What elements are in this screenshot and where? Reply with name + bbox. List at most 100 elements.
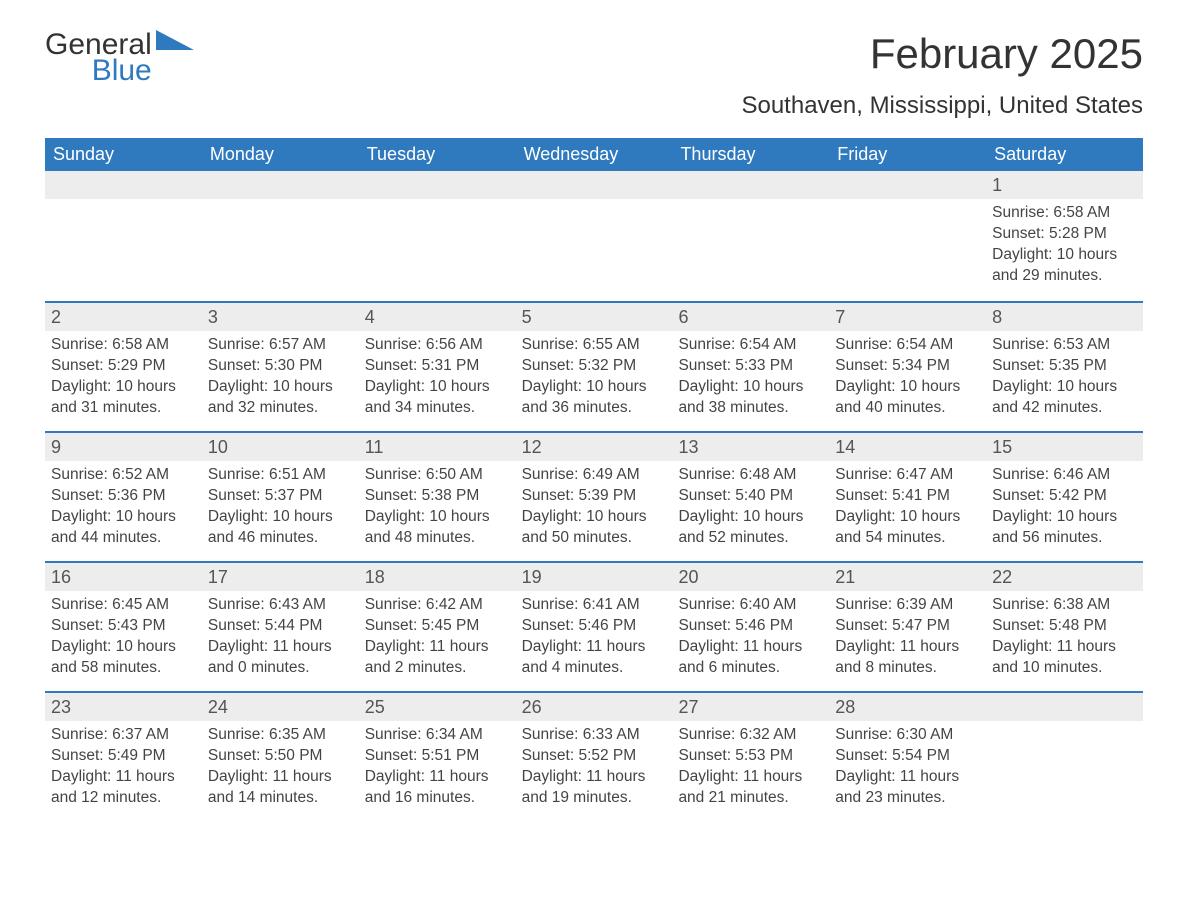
daylight-line-1: Daylight: 10 hours <box>365 377 510 398</box>
daylight-line-1: Daylight: 10 hours <box>51 377 196 398</box>
day-number: 16 <box>45 563 202 591</box>
day-number: 27 <box>672 693 829 721</box>
sunrise-line: Sunrise: 6:32 AM <box>678 725 823 746</box>
daylight-line-2: and 23 minutes. <box>835 788 980 809</box>
weekday-header-row: SundayMondayTuesdayWednesdayThursdayFrid… <box>45 138 1143 171</box>
sunrise-line: Sunrise: 6:51 AM <box>208 465 353 486</box>
daylight-line-2: and 56 minutes. <box>992 528 1137 549</box>
weekday-header: Saturday <box>986 138 1143 171</box>
sunrise-line: Sunrise: 6:56 AM <box>365 335 510 356</box>
day-cell: 27Sunrise: 6:32 AMSunset: 5:53 PMDayligh… <box>672 693 829 821</box>
sunrise-line: Sunrise: 6:38 AM <box>992 595 1137 616</box>
sunset-line: Sunset: 5:29 PM <box>51 356 196 377</box>
daylight-line-2: and 31 minutes. <box>51 398 196 419</box>
daylight-line-2: and 29 minutes. <box>992 266 1137 287</box>
sunset-line: Sunset: 5:33 PM <box>678 356 823 377</box>
day-number <box>986 693 1143 721</box>
sunset-line: Sunset: 5:39 PM <box>522 486 667 507</box>
day-number: 18 <box>359 563 516 591</box>
sunset-line: Sunset: 5:50 PM <box>208 746 353 767</box>
daylight-line-2: and 19 minutes. <box>522 788 667 809</box>
day-number: 6 <box>672 303 829 331</box>
day-cell: 4Sunrise: 6:56 AMSunset: 5:31 PMDaylight… <box>359 303 516 431</box>
day-number: 17 <box>202 563 359 591</box>
day-cell: 12Sunrise: 6:49 AMSunset: 5:39 PMDayligh… <box>516 433 673 561</box>
weekday-header: Thursday <box>672 138 829 171</box>
day-number <box>829 171 986 199</box>
daylight-line-1: Daylight: 11 hours <box>678 767 823 788</box>
sunset-line: Sunset: 5:34 PM <box>835 356 980 377</box>
sunset-line: Sunset: 5:40 PM <box>678 486 823 507</box>
day-cell: 13Sunrise: 6:48 AMSunset: 5:40 PMDayligh… <box>672 433 829 561</box>
day-number: 9 <box>45 433 202 461</box>
day-cell: 1Sunrise: 6:58 AMSunset: 5:28 PMDaylight… <box>986 171 1143 301</box>
day-cell <box>45 171 202 301</box>
day-cell: 16Sunrise: 6:45 AMSunset: 5:43 PMDayligh… <box>45 563 202 691</box>
day-number: 2 <box>45 303 202 331</box>
daylight-line-1: Daylight: 10 hours <box>208 377 353 398</box>
day-number: 14 <box>829 433 986 461</box>
daylight-line-2: and 12 minutes. <box>51 788 196 809</box>
daylight-line-1: Daylight: 11 hours <box>522 767 667 788</box>
sunrise-line: Sunrise: 6:34 AM <box>365 725 510 746</box>
sunrise-line: Sunrise: 6:57 AM <box>208 335 353 356</box>
sunrise-line: Sunrise: 6:39 AM <box>835 595 980 616</box>
day-cell <box>202 171 359 301</box>
day-cell: 24Sunrise: 6:35 AMSunset: 5:50 PMDayligh… <box>202 693 359 821</box>
weekday-header: Friday <box>829 138 986 171</box>
week-row: 23Sunrise: 6:37 AMSunset: 5:49 PMDayligh… <box>45 691 1143 821</box>
daylight-line-2: and 44 minutes. <box>51 528 196 549</box>
day-number: 4 <box>359 303 516 331</box>
sunrise-line: Sunrise: 6:58 AM <box>51 335 196 356</box>
daylight-line-2: and 21 minutes. <box>678 788 823 809</box>
day-number: 26 <box>516 693 673 721</box>
day-cell <box>359 171 516 301</box>
weekday-header: Sunday <box>45 138 202 171</box>
sunrise-line: Sunrise: 6:45 AM <box>51 595 196 616</box>
daylight-line-1: Daylight: 10 hours <box>835 377 980 398</box>
day-cell: 23Sunrise: 6:37 AMSunset: 5:49 PMDayligh… <box>45 693 202 821</box>
daylight-line-1: Daylight: 10 hours <box>522 377 667 398</box>
sunrise-line: Sunrise: 6:35 AM <box>208 725 353 746</box>
sunrise-line: Sunrise: 6:48 AM <box>678 465 823 486</box>
daylight-line-1: Daylight: 11 hours <box>208 767 353 788</box>
sunset-line: Sunset: 5:37 PM <box>208 486 353 507</box>
daylight-line-1: Daylight: 10 hours <box>992 507 1137 528</box>
day-cell: 8Sunrise: 6:53 AMSunset: 5:35 PMDaylight… <box>986 303 1143 431</box>
daylight-line-1: Daylight: 10 hours <box>992 377 1137 398</box>
sunset-line: Sunset: 5:42 PM <box>992 486 1137 507</box>
day-number: 7 <box>829 303 986 331</box>
day-number: 10 <box>202 433 359 461</box>
sunset-line: Sunset: 5:43 PM <box>51 616 196 637</box>
day-number: 22 <box>986 563 1143 591</box>
daylight-line-1: Daylight: 10 hours <box>208 507 353 528</box>
day-number <box>45 171 202 199</box>
sunset-line: Sunset: 5:51 PM <box>365 746 510 767</box>
title-block: February 2025 Southaven, Mississippi, Un… <box>741 30 1143 120</box>
sunset-line: Sunset: 5:38 PM <box>365 486 510 507</box>
sunrise-line: Sunrise: 6:58 AM <box>992 203 1137 224</box>
daylight-line-2: and 48 minutes. <box>365 528 510 549</box>
brand-logo: General Blue <box>45 30 194 86</box>
month-title: February 2025 <box>741 30 1143 78</box>
day-number <box>359 171 516 199</box>
daylight-line-1: Daylight: 11 hours <box>365 637 510 658</box>
brand-flag-icon <box>156 30 194 56</box>
week-row: 1Sunrise: 6:58 AMSunset: 5:28 PMDaylight… <box>45 171 1143 301</box>
sunset-line: Sunset: 5:54 PM <box>835 746 980 767</box>
sunset-line: Sunset: 5:41 PM <box>835 486 980 507</box>
daylight-line-2: and 0 minutes. <box>208 658 353 679</box>
day-cell: 20Sunrise: 6:40 AMSunset: 5:46 PMDayligh… <box>672 563 829 691</box>
daylight-line-2: and 52 minutes. <box>678 528 823 549</box>
daylight-line-1: Daylight: 10 hours <box>992 245 1137 266</box>
sunrise-line: Sunrise: 6:46 AM <box>992 465 1137 486</box>
day-cell: 17Sunrise: 6:43 AMSunset: 5:44 PMDayligh… <box>202 563 359 691</box>
daylight-line-1: Daylight: 11 hours <box>835 767 980 788</box>
day-number: 12 <box>516 433 673 461</box>
sunset-line: Sunset: 5:35 PM <box>992 356 1137 377</box>
day-number: 13 <box>672 433 829 461</box>
daylight-line-2: and 2 minutes. <box>365 658 510 679</box>
daylight-line-2: and 8 minutes. <box>835 658 980 679</box>
daylight-line-1: Daylight: 11 hours <box>678 637 823 658</box>
day-cell: 18Sunrise: 6:42 AMSunset: 5:45 PMDayligh… <box>359 563 516 691</box>
